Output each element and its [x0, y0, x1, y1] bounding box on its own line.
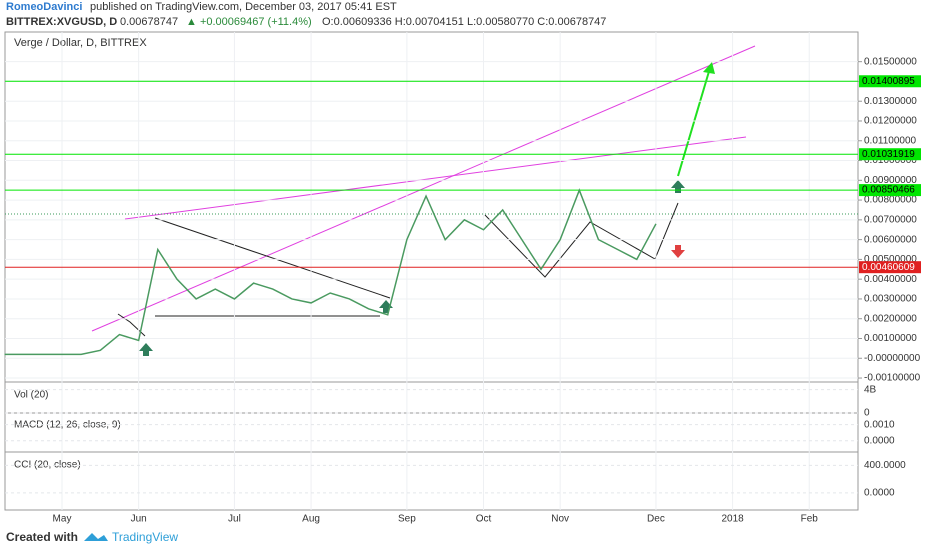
x-tick-label: Oct — [476, 514, 492, 525]
y-tick-label: -0.00000000 — [864, 353, 921, 364]
x-tick-label: Nov — [551, 514, 569, 525]
x-tick-label: Dec — [647, 514, 665, 525]
y-tick-label: 0.00900000 — [864, 175, 917, 186]
author: RomeoDavinci — [6, 1, 82, 13]
ohlc: O:0.00609336 H:0.00704151 L:0.00580770 C… — [322, 16, 606, 28]
y-tick-label: 0.01000000 — [864, 155, 917, 166]
x-tick-label: Aug — [302, 514, 320, 525]
x-tick-label: Jul — [228, 514, 241, 525]
panel-tick-label: 400.0000 — [864, 460, 906, 471]
target-arrow — [677, 67, 711, 177]
arrow-head — [703, 62, 715, 74]
footer-bar — [0, 528, 932, 550]
up-arrow — [671, 180, 685, 193]
trend-line — [124, 136, 747, 220]
y-tick-label: 0.00800000 — [864, 195, 917, 206]
level-label: 0.00460609 — [862, 262, 915, 273]
panel-title: Vol (20) — [14, 390, 48, 401]
last-price: 0.00678747 — [120, 16, 178, 28]
footer-brand[interactable]: TradingView — [112, 530, 178, 544]
published: published on TradingView.com, December 0… — [90, 1, 397, 13]
x-tick-label: 2018 — [721, 514, 744, 525]
level-label: 0.00850466 — [862, 185, 915, 196]
y-tick-label: 0.01100000 — [864, 135, 917, 146]
level-label: 0.01031919 — [862, 149, 915, 160]
up-arrow — [139, 343, 153, 356]
panel-tick-label: 0.0000 — [864, 487, 895, 498]
pattern-line — [484, 202, 679, 278]
y-tick-label: 0.00400000 — [864, 274, 917, 285]
y-tick-label: 0.00500000 — [864, 254, 917, 265]
logo — [84, 533, 108, 541]
level-label-box — [859, 261, 921, 274]
chart-title: Verge / Dollar, D, BITTREX — [14, 37, 147, 49]
y-tick-label: 0.01300000 — [864, 96, 917, 107]
y-tick-label: 0.01500000 — [864, 56, 917, 67]
price-line — [4, 188, 657, 356]
level-label-box — [859, 75, 921, 88]
footer-created: Created with — [6, 530, 78, 544]
symbol: BITTREX:XVGUSD, D — [6, 16, 117, 28]
panel-tick-label: 0 — [864, 408, 870, 419]
x-tick-label: Sep — [398, 514, 416, 525]
panel-tick-label: 4B — [864, 384, 877, 395]
y-tick-label: 0.00700000 — [864, 214, 917, 225]
y-tick-label: 0.00600000 — [864, 234, 917, 245]
down-arrow — [671, 245, 685, 258]
x-tick-label: Feb — [801, 514, 819, 525]
triangle-line — [154, 217, 391, 299]
level-label: 0.01400895 — [862, 76, 915, 87]
frame — [4, 31, 859, 511]
up-arrow — [379, 300, 393, 313]
y-tick-label: -0.00100000 — [864, 373, 921, 384]
y-tick-label: 0.00100000 — [864, 333, 917, 344]
panel-tick-label: 0.0010 — [864, 419, 895, 430]
trend-line — [91, 45, 756, 332]
panel-tick-label: 0.0000 — [864, 435, 895, 446]
y-tick-label: 0.00200000 — [864, 313, 917, 324]
x-tick-label: Jun — [131, 514, 147, 525]
level-label-box — [859, 184, 921, 197]
y-tick-label: 0.00300000 — [864, 294, 917, 305]
change: ▲ +0.00069467 (+11.4%) — [186, 16, 312, 28]
drawings — [5, 45, 858, 356]
level-label-box — [859, 148, 921, 161]
x-tick-label: May — [53, 514, 72, 525]
y-tick-label: 0.01200000 — [864, 116, 917, 127]
